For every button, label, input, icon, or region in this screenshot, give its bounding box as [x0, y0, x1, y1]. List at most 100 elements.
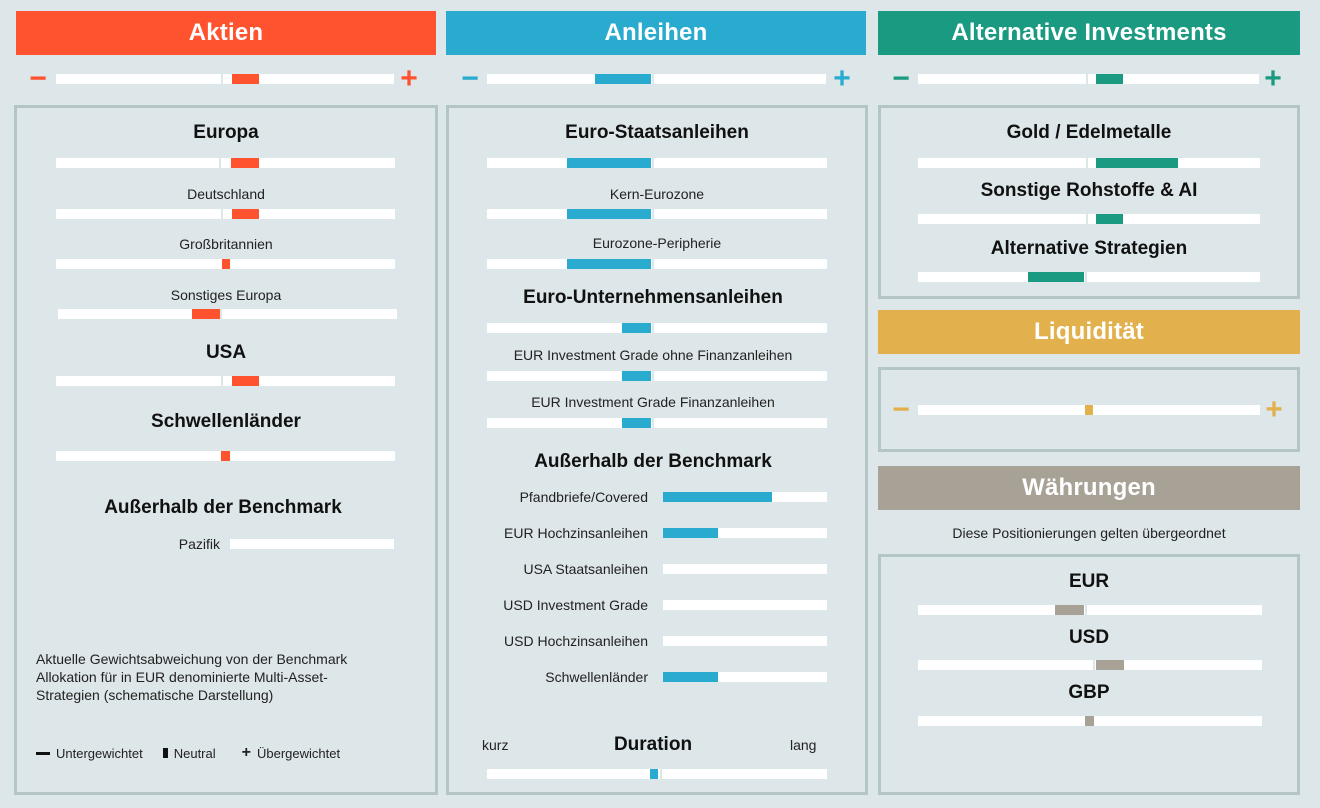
- legend-neutral-label: Neutral: [173, 745, 216, 761]
- slider-mark: [1096, 214, 1123, 224]
- slider-mark: [1055, 605, 1084, 615]
- summary-mark: [1096, 74, 1123, 84]
- outside-label-schwellenlaender: Schwellenländer: [545, 669, 648, 685]
- outside-bar-usd-hochzins: [663, 636, 827, 646]
- outside-label-pazifik: Pazifik: [178, 536, 220, 552]
- slider-mark: [232, 376, 259, 386]
- duration-mark: [650, 769, 658, 779]
- outside-bar-eur-hochzins: [663, 528, 827, 538]
- anleihen-header: Anleihen: [446, 11, 866, 55]
- center-line: [219, 157, 221, 169]
- row-title-euro-unternehmensanleihen: Euro-Unternehmensanleihen: [523, 287, 783, 308]
- slider-mark: [221, 451, 230, 461]
- outside-fill-schwellenlaender: [663, 672, 718, 682]
- summary-track: [487, 74, 826, 84]
- waehrungen-panel: [878, 554, 1300, 795]
- row-title-sonstige-rohstoffe: Sonstige Rohstoffe & AI: [980, 180, 1198, 201]
- liquiditaet-header: Liquidität: [878, 310, 1300, 354]
- anleihen-header-label: Anleihen: [604, 19, 708, 46]
- slider-track: [487, 158, 827, 168]
- center-line: [652, 322, 654, 334]
- legend: Untergewichtet Neutral + Übergewichtet: [36, 744, 340, 762]
- outside-label-eur-hochzins: EUR Hochzinsanleihen: [504, 525, 648, 541]
- alternative-panel: [878, 105, 1300, 299]
- outside-bar-usd-ig: [663, 600, 827, 610]
- center-line: [652, 370, 654, 382]
- slider-mark: [1085, 716, 1094, 726]
- row-label-eurozone-peripherie: Eurozone-Peripherie: [592, 235, 722, 251]
- slider-mark: [231, 158, 259, 168]
- summary-track: [56, 74, 394, 84]
- slider-track: [487, 259, 827, 269]
- minus-icon: −: [461, 62, 479, 95]
- neutral-legend-icon: [162, 748, 168, 758]
- outside-fill-pfandbriefe: [663, 492, 772, 502]
- row-title-gold: Gold / Edelmetalle: [1006, 122, 1172, 143]
- slider-track: [56, 376, 395, 386]
- outside-label-usd-hochzins: USD Hochzinsanleihen: [504, 633, 648, 649]
- center-line: [652, 258, 654, 270]
- slider-track: [918, 660, 1262, 670]
- summary-track: [918, 74, 1259, 84]
- summary-mark: [595, 74, 651, 84]
- slider-mark: [567, 158, 651, 168]
- slider-mark: [622, 323, 651, 333]
- aktien-header: Aktien: [16, 11, 436, 55]
- row-title-usa: USA: [205, 342, 247, 363]
- center-line: [1093, 659, 1095, 671]
- legend-note: Aktuelle Gewichtsabweichung von der Benc…: [36, 651, 348, 703]
- slider-track: [918, 272, 1260, 282]
- legend-minus-label: Untergewichtet: [56, 745, 143, 761]
- center-line: [1085, 271, 1087, 283]
- row-label-deutschland: Deutschland: [187, 186, 265, 202]
- outside-fill-eur-hochzins: [663, 528, 718, 538]
- slider-mark: [567, 259, 651, 269]
- slider-track: [56, 158, 395, 168]
- slider-mark: [192, 309, 220, 319]
- slider-track: [918, 214, 1260, 224]
- center-line: [1086, 213, 1088, 225]
- liquiditaet-mark: [1085, 405, 1093, 415]
- row-title-eur: EUR: [1068, 571, 1110, 592]
- waehrungen-header-label: Währungen: [1022, 474, 1156, 501]
- plus-icon: +: [400, 62, 418, 95]
- plus-icon: +: [1264, 62, 1282, 95]
- aktien-outside-title: Außerhalb der Benchmark: [104, 497, 342, 518]
- row-title-schwellenlaender: Schwellenländer: [151, 411, 301, 432]
- row-title-alternative-strategien: Alternative Strategien: [990, 238, 1188, 259]
- minus-icon: −: [892, 62, 910, 95]
- center-line: [221, 208, 223, 220]
- slider-track: [487, 371, 827, 381]
- slider-mark: [232, 209, 259, 219]
- outside-bar-usa-staatsanleihen: [663, 564, 827, 574]
- row-label-kern-eurozone: Kern-Eurozone: [609, 186, 705, 202]
- row-title-euro-staatsanleihen: Euro-Staatsanleihen: [565, 122, 749, 143]
- center-line: [660, 768, 662, 780]
- summary-mark: [232, 74, 259, 84]
- slider-mark: [1096, 158, 1178, 168]
- minus-icon: −: [892, 393, 910, 426]
- duration-title: Duration: [613, 734, 693, 755]
- center-line: [221, 73, 223, 85]
- outside-bar-schwellenlaender: [663, 672, 827, 682]
- slider-track: [487, 323, 827, 333]
- minus-legend-icon: [36, 751, 50, 755]
- center-line: [1086, 73, 1088, 85]
- waehrungen-subtitle: Diese Positionierungen gelten übergeordn…: [952, 525, 1226, 541]
- slider-mark: [622, 418, 651, 428]
- center-line: [1086, 157, 1088, 169]
- center-line: [652, 157, 654, 169]
- row-label-sonstiges-europa: Sonstiges Europa: [170, 287, 282, 303]
- waehrungen-header: Währungen: [878, 466, 1300, 510]
- duration-left-label: kurz: [482, 737, 509, 753]
- plus-icon: +: [833, 62, 851, 95]
- outside-bar-pazifik: [230, 539, 394, 549]
- plus-legend-icon: +: [241, 744, 251, 761]
- plus-icon: +: [1265, 393, 1283, 426]
- slider-mark: [567, 209, 651, 219]
- center-line: [652, 208, 654, 220]
- minus-icon: −: [29, 62, 47, 95]
- legend-plus-label: Übergewichtet: [256, 745, 341, 761]
- center-line: [221, 375, 223, 387]
- row-label-eur-ig-ohne-fin: EUR Investment Grade ohne Finanzanleihen: [513, 347, 793, 363]
